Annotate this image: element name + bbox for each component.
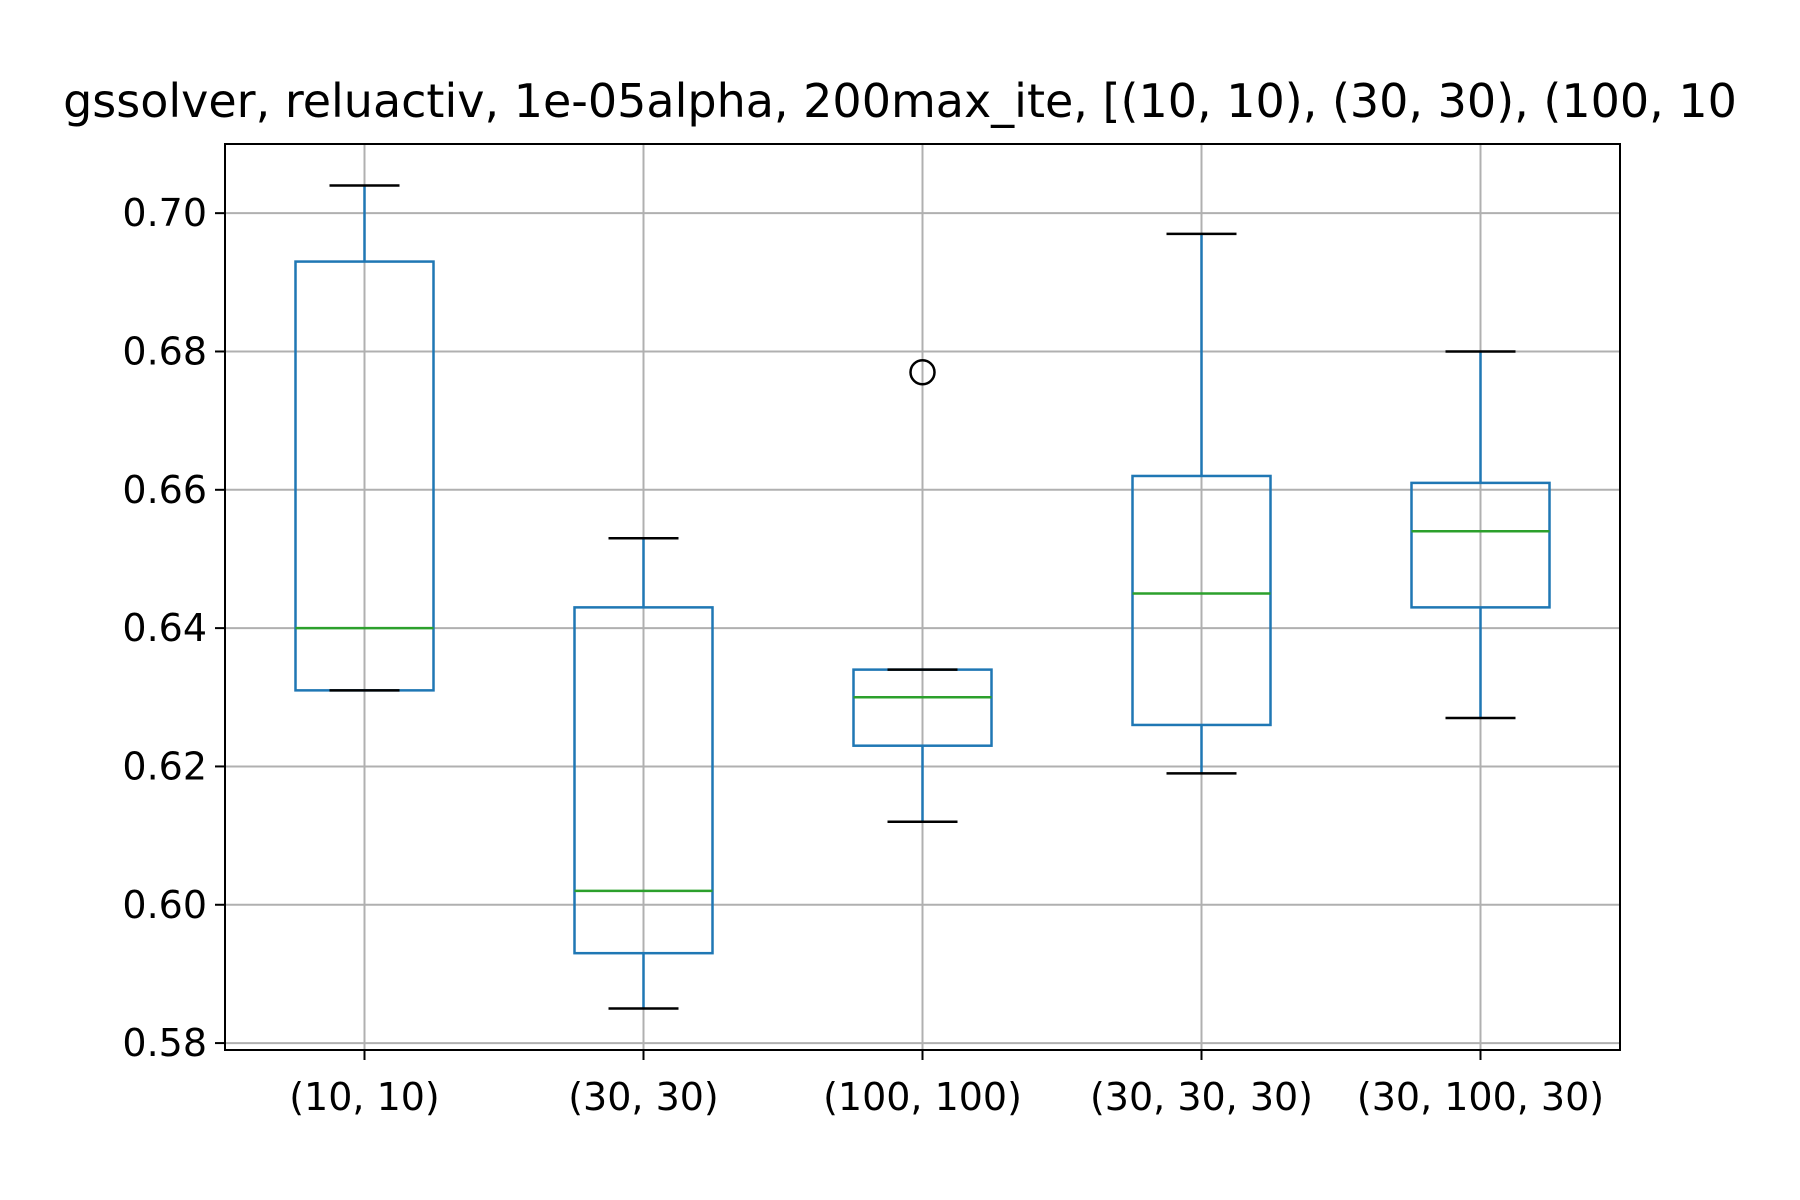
y-tick-label: 0.70 (122, 191, 207, 235)
y-tick-label: 0.60 (122, 883, 207, 927)
y-tick-label: 0.64 (122, 606, 207, 650)
x-tick-label: (30, 30, 30) (1090, 1075, 1313, 1119)
box-iqr (1410, 481, 1551, 609)
y-tick-label: 0.62 (122, 744, 207, 788)
x-tick-label: (10, 10) (289, 1075, 440, 1119)
x-tick-label: (30, 100, 30) (1357, 1075, 1604, 1119)
y-tick-label: 0.58 (122, 1021, 207, 1065)
box-iqr (1131, 474, 1272, 727)
y-tick-label: 0.68 (122, 329, 207, 373)
outlier-point (909, 358, 936, 386)
x-tick-label: (100, 100) (823, 1075, 1022, 1119)
y-tick-label: 0.66 (122, 468, 207, 512)
box-group (294, 184, 435, 692)
axes: 0.58 0.60 0.62 0.64 0.66 0.68 0.70 (10, 10) (30,… (122, 191, 1604, 1119)
chart-title: gssolver, reluactiv, 1e-05alpha, 200max_… (63, 74, 1737, 128)
x-tick-label: (30, 30) (568, 1075, 719, 1119)
box-group (573, 536, 714, 1010)
box-group (1131, 232, 1272, 775)
box-group (852, 358, 993, 824)
box-group (1410, 350, 1551, 720)
boxes (294, 184, 1551, 1010)
box-iqr (573, 606, 714, 955)
